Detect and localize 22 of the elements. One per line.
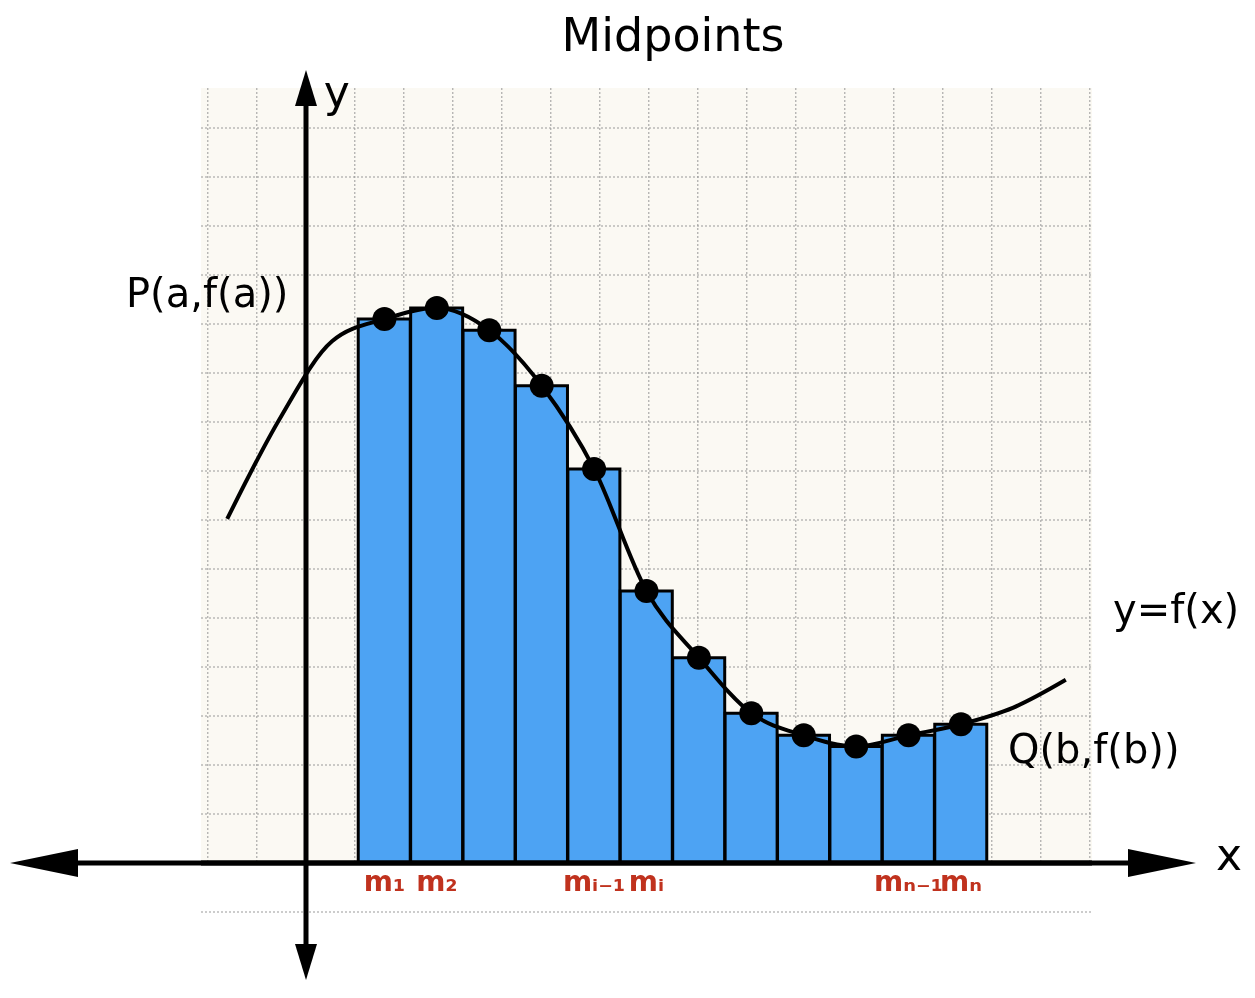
x-tick-label: m₁ xyxy=(363,864,406,898)
point xyxy=(896,723,921,748)
point xyxy=(477,318,502,343)
text: y=f(x) xyxy=(1113,586,1240,632)
x-tick-label: mᵢ xyxy=(628,864,665,898)
point xyxy=(529,373,554,398)
x-tick-label: m₂ xyxy=(416,864,458,898)
x-tick-label: mᵢ₋₁ xyxy=(562,864,626,898)
chart-title: Midpoints xyxy=(560,8,786,62)
point xyxy=(372,307,397,332)
point xyxy=(844,734,869,759)
annotation: Q(b,f(b)) xyxy=(1008,726,1180,772)
point xyxy=(686,645,711,670)
point xyxy=(582,456,607,481)
point xyxy=(948,712,973,737)
point xyxy=(739,701,764,726)
annotation: P(a,f(a)) xyxy=(126,270,289,316)
point xyxy=(634,579,659,604)
point xyxy=(424,296,449,320)
x-axis-title: x xyxy=(1216,829,1243,880)
y-axis-title: y xyxy=(323,66,350,117)
point xyxy=(791,723,816,748)
